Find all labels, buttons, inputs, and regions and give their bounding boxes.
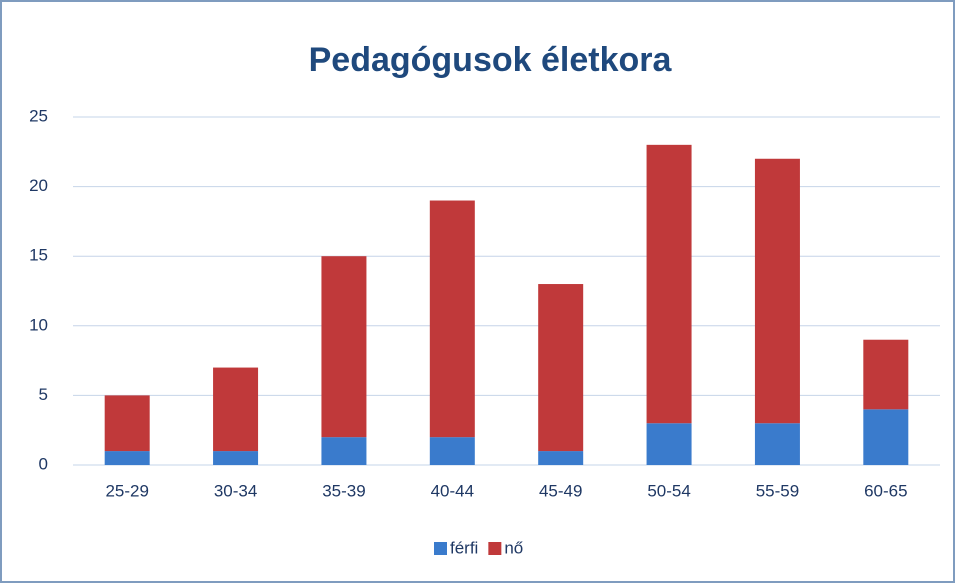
- bar-segment: [863, 339, 909, 410]
- bar-segment: [538, 451, 584, 465]
- x-tick-label: 35-39: [322, 481, 365, 500]
- y-tick-label: 25: [29, 106, 48, 125]
- bar-segment: [213, 367, 259, 452]
- bar-segment: [104, 451, 150, 465]
- y-tick-label: 10: [29, 315, 48, 334]
- legend-label: nő: [504, 538, 523, 557]
- y-tick-label: 15: [29, 246, 48, 265]
- x-tick-label: 60-65: [864, 481, 907, 500]
- bar-segment: [321, 437, 367, 465]
- bar-segment: [429, 437, 475, 465]
- bar-segment: [321, 256, 367, 438]
- chart-title: Pedagógusok életkora: [309, 41, 673, 79]
- legend-swatch: [488, 542, 502, 555]
- x-tick-label: 45-49: [539, 481, 582, 500]
- y-tick-label: 5: [39, 385, 48, 404]
- bar-segment: [754, 158, 800, 424]
- bar-segment: [646, 423, 692, 465]
- bar-segment: [863, 409, 909, 465]
- y-tick-label: 0: [39, 454, 48, 473]
- bar-segment: [213, 451, 259, 465]
- bar-segment: [646, 144, 692, 424]
- legend-swatch: [434, 542, 447, 555]
- x-tick-label: 55-59: [756, 481, 799, 500]
- x-tick-label: 40-44: [431, 481, 474, 500]
- bar-segment: [538, 284, 584, 452]
- x-tick-label: 25-29: [105, 481, 148, 500]
- x-tick-label: 50-54: [647, 481, 690, 500]
- x-tick-label: 30-34: [214, 481, 257, 500]
- bar-segment: [754, 423, 800, 465]
- bar-segment: [104, 395, 150, 452]
- legend-label: férfi: [450, 538, 478, 557]
- y-tick-label: 20: [29, 176, 48, 195]
- bar-segment: [429, 200, 475, 438]
